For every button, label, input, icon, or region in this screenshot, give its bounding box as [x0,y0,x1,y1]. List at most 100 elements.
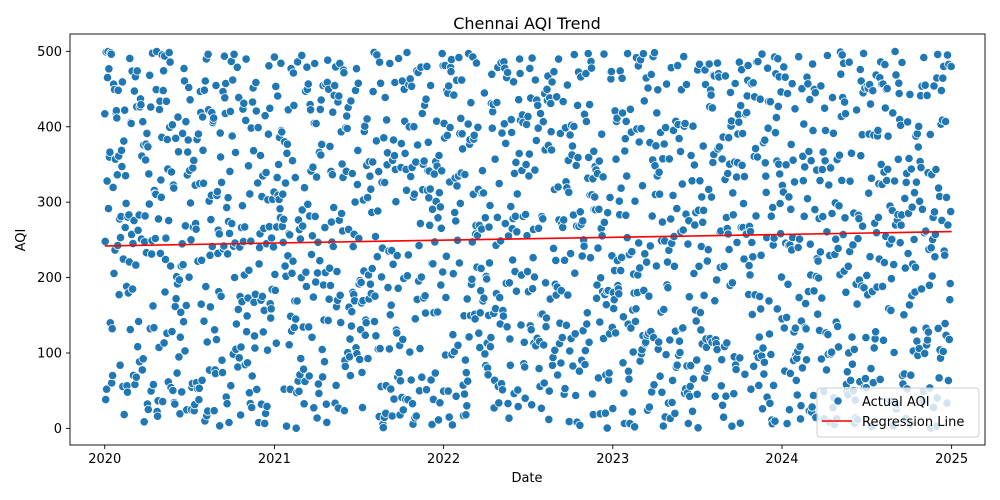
data-point [579,241,589,251]
plot-frame [69,33,986,446]
data-point [365,279,375,289]
y-tick-label: 0 [54,422,62,437]
data-point [675,347,685,358]
data-point [198,112,208,122]
data-point [133,225,143,235]
data-point [806,156,816,166]
data-point [329,202,339,213]
data-point [759,357,770,367]
data-point [527,400,537,410]
data-point [161,233,171,243]
data-point [535,109,546,119]
data-point [446,67,456,77]
data-point [129,86,139,96]
data-point [448,330,458,340]
data-point [420,308,431,318]
data-point [736,65,747,75]
data-point [215,421,225,431]
data-point [312,268,323,278]
data-point [266,313,276,323]
data-point [456,113,466,124]
data-point [460,169,470,180]
data-point [921,226,931,236]
data-point [353,145,363,155]
data-point [249,146,259,156]
data-point [357,367,367,378]
data-point [587,389,598,399]
data-point [805,95,815,105]
data-point [601,300,611,310]
data-point [581,68,591,79]
data-point [312,413,322,423]
data-point [462,401,472,411]
data-point [582,319,592,329]
data-point [175,409,185,419]
data-point [808,390,819,401]
data-point [650,161,660,171]
data-point [427,204,438,214]
data-point [299,399,309,409]
data-point [317,344,327,355]
data-point [257,291,267,301]
data-point [501,138,511,148]
data-point [127,229,137,239]
data-point [710,296,720,306]
data-point [813,309,823,319]
data-point [153,411,163,421]
data-point [184,272,194,282]
data-point [559,255,570,265]
data-point [426,375,436,385]
data-point [150,233,160,244]
data-point [541,313,552,323]
data-point [854,214,864,224]
data-point [315,256,325,266]
data-point [667,397,677,408]
data-point [565,346,575,356]
data-point [664,154,674,164]
data-point [775,169,785,179]
data-point [367,263,377,274]
data-point [757,49,767,59]
data-point [768,380,779,390]
data-point [325,280,336,291]
data-point [414,241,424,251]
data-point [602,423,612,433]
data-point [237,201,247,211]
data-point [575,207,585,217]
data-point [435,398,445,408]
data-point [292,296,302,306]
data-point [484,222,494,232]
y-tick-label: 100 [37,346,62,361]
data-point [261,168,271,178]
data-point [586,63,597,73]
data-point [584,337,594,347]
data-point [297,205,307,215]
data-point [900,193,910,203]
data-point [410,314,420,324]
data-point [550,345,560,355]
data-point [541,322,551,332]
data-point [332,266,342,277]
data-point [564,416,574,427]
data-point [211,334,222,345]
data-point [243,161,254,171]
data-point [784,192,794,202]
data-point [723,168,733,179]
data-point [242,327,252,337]
data-point [558,222,568,232]
data-point [460,355,470,365]
data-point [217,355,227,365]
data-point [105,147,115,157]
data-point [437,48,447,59]
data-point [254,259,264,269]
data-point [425,184,435,194]
data-point [866,363,876,374]
data-point [708,157,718,168]
data-point [448,269,458,279]
data-point [749,361,759,371]
data-point [940,318,950,329]
data-point [582,308,592,318]
data-point [522,231,532,241]
data-point [714,142,725,152]
data-point [755,94,765,104]
